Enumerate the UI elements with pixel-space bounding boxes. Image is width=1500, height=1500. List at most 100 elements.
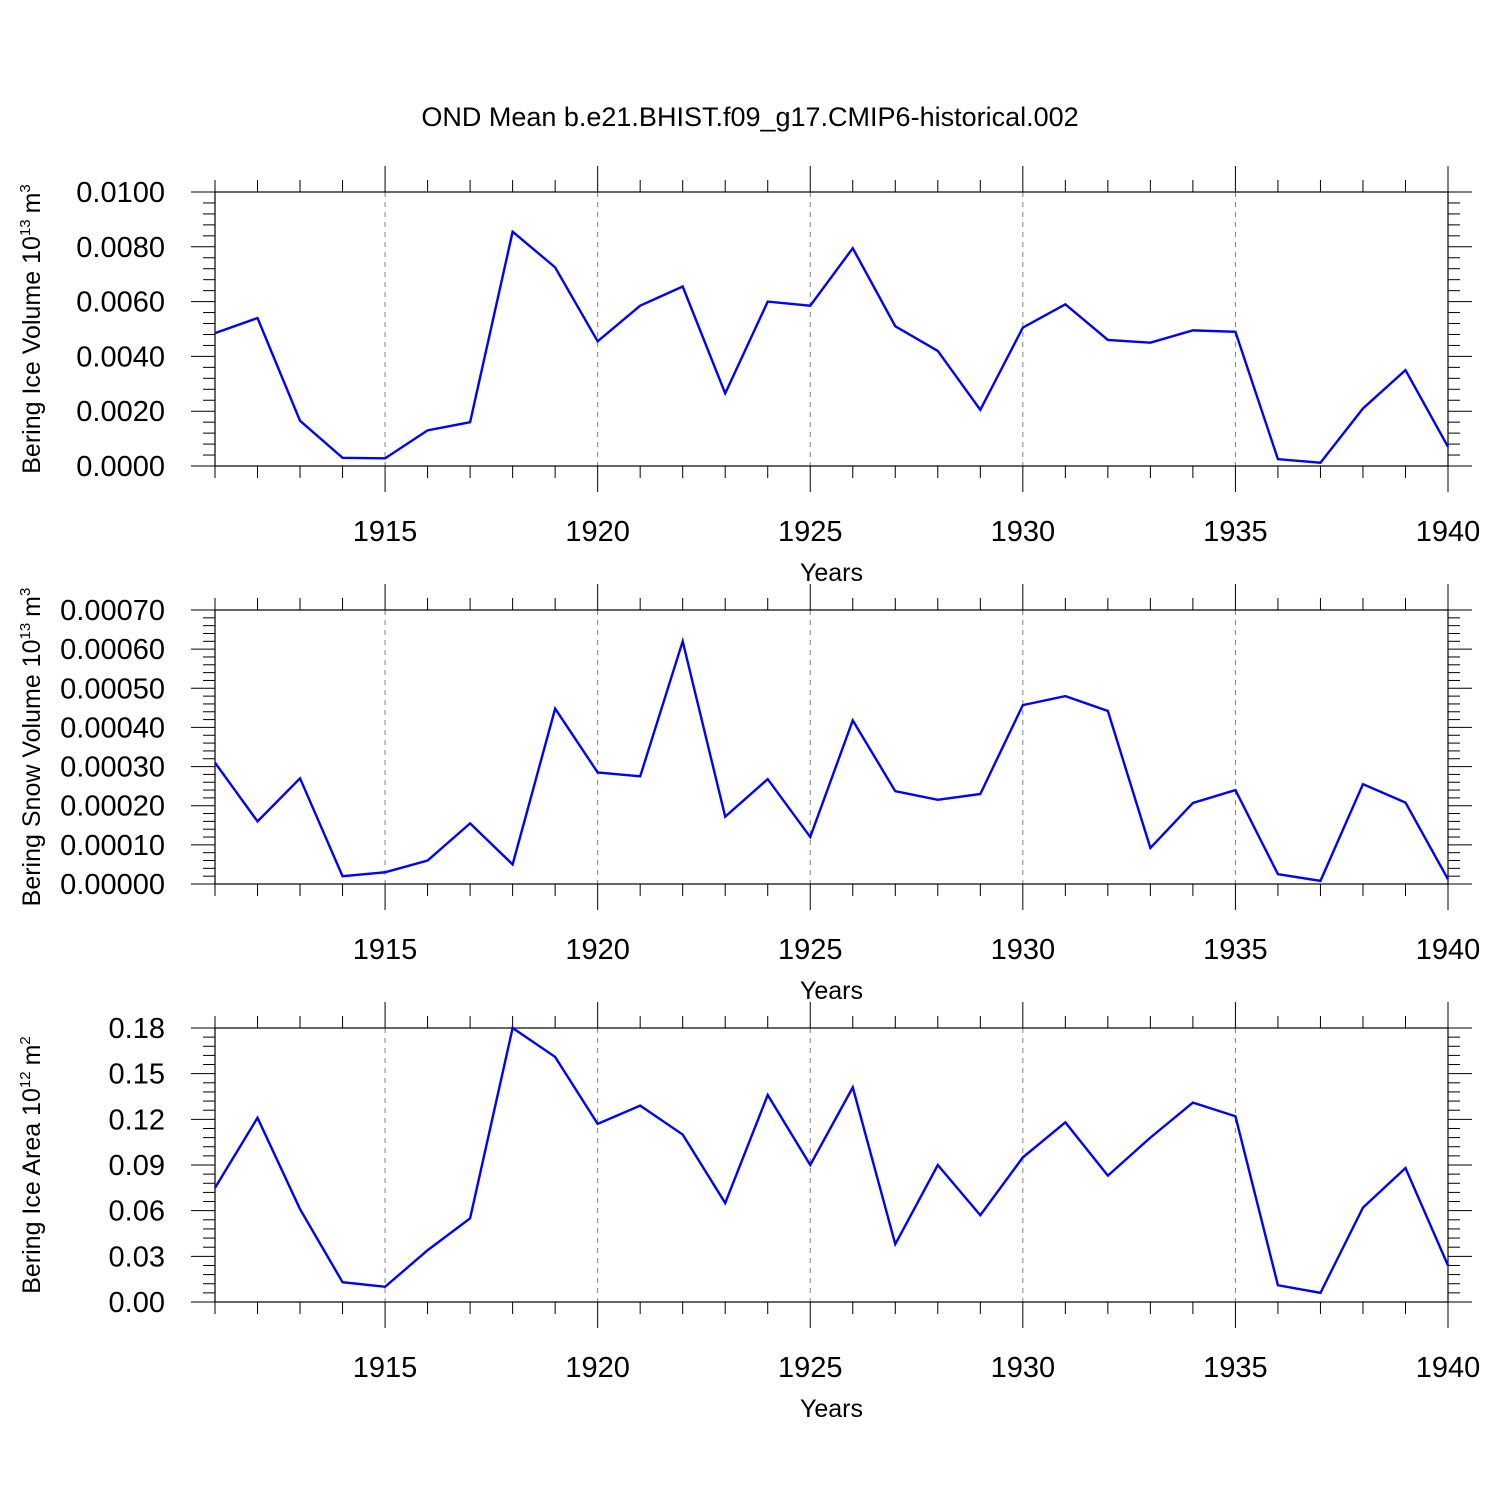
- x-tick-label: 1915: [353, 934, 418, 966]
- data-point: [936, 1163, 940, 1167]
- y-axis-label-unit: m: [18, 1045, 46, 1066]
- y-axis-label-unit: m: [18, 596, 46, 617]
- y-tick-label: 0.00060: [60, 634, 165, 666]
- data-point: [511, 1026, 515, 1030]
- chart-panel-1: 0.0000 0.0020 0.0040 0.0060 0.0080 0.0100 1915…: [17, 166, 1480, 587]
- data-point: [893, 789, 897, 793]
- series-line: [213, 1026, 1450, 1295]
- data-point: [893, 1242, 897, 1246]
- y-tick-label: 0.06: [109, 1196, 165, 1228]
- data-point: [1233, 788, 1237, 792]
- data-point: [596, 1122, 600, 1126]
- data-point: [638, 304, 642, 308]
- x-tick-label: 1930: [991, 1352, 1056, 1384]
- data-point: [978, 408, 982, 412]
- data-point: [808, 1163, 812, 1167]
- y-axis-label: Bering Ice Area 1012 m2: [17, 1036, 46, 1294]
- y-tick-label: 0.15: [109, 1059, 165, 1091]
- data-point: [553, 1055, 557, 1059]
- y-axis-label-exponent: 12: [17, 1071, 34, 1088]
- x-tick-label: 1915: [353, 516, 418, 548]
- data-point: [1148, 1136, 1152, 1140]
- data-point: [1106, 1174, 1110, 1178]
- data-point: [213, 331, 217, 335]
- x-tick-label: 1925: [778, 516, 843, 548]
- data-point: [681, 639, 685, 643]
- y-tick-label: 0.03: [109, 1241, 165, 1273]
- series-line: [214, 229, 1450, 464]
- y-tick-label: 0.0000: [76, 451, 165, 483]
- x-tick-label: 1935: [1203, 934, 1268, 966]
- figure-title: OND Mean b.e21.BHIST.f09_g17.CMIP6-histo…: [421, 102, 1078, 132]
- y-tick-label: 0.00010: [60, 830, 165, 862]
- y-axis-label-unit-exponent: 2: [17, 1036, 34, 1044]
- y-axis-label-unit-exponent: 3: [17, 588, 34, 596]
- data-point: [1021, 1155, 1025, 1159]
- x-tick-label: 1930: [991, 934, 1056, 966]
- data-point: [298, 1207, 302, 1211]
- data-point: [426, 859, 430, 863]
- data-point: [638, 1104, 642, 1108]
- data-point: [681, 1133, 685, 1137]
- data-point: [1276, 457, 1280, 461]
- data-point: [468, 1216, 472, 1220]
- y-tick-label: 0.0080: [76, 232, 165, 264]
- y-axis-label-unit-exponent: 3: [17, 184, 34, 192]
- data-point: [1361, 406, 1365, 410]
- data-point: [426, 1248, 430, 1252]
- data-point: [383, 870, 387, 874]
- data-point: [638, 774, 642, 778]
- x-tick-label: 1940: [1416, 516, 1481, 548]
- y-axis-label-unit: m: [18, 193, 46, 214]
- data-point: [978, 792, 982, 796]
- data-point: [1361, 782, 1365, 786]
- data-point: [1148, 341, 1152, 345]
- y-tick-label: 0.00070: [60, 595, 165, 627]
- data-point: [723, 815, 727, 819]
- data-point: [1403, 801, 1407, 805]
- data-point: [468, 420, 472, 424]
- x-tick-label: 1915: [353, 1352, 418, 1384]
- data-point: [1148, 846, 1152, 850]
- data-point: [1233, 330, 1237, 334]
- chart-panel-2: 0.00000 0.00010 0.00020 0.00030 0.00040 0.000…: [17, 584, 1480, 1005]
- data-point: [256, 819, 260, 823]
- data-point: [766, 1093, 770, 1097]
- x-tick-label: 1920: [565, 516, 630, 548]
- data-point: [383, 1285, 387, 1289]
- x-tick-label: 1940: [1416, 1352, 1481, 1384]
- data-point: [851, 246, 855, 250]
- y-tick-label: 0.00050: [60, 673, 165, 705]
- data-point: [511, 230, 515, 234]
- data-point: [851, 1085, 855, 1089]
- y-tick-label: 0.09: [109, 1150, 165, 1182]
- data-point: [1063, 302, 1067, 306]
- data-point: [596, 339, 600, 343]
- x-tick-label: 1935: [1203, 1352, 1268, 1384]
- data-point: [1191, 1101, 1195, 1105]
- data-point: [1021, 703, 1025, 707]
- y-axis-label-exponent: 13: [17, 219, 34, 236]
- x-tick-label: 1925: [778, 934, 843, 966]
- data-point: [1276, 872, 1280, 876]
- data-point: [1446, 877, 1450, 881]
- plot-frame: [214, 609, 1449, 885]
- data-point: [1318, 1291, 1322, 1295]
- data-point: [298, 776, 302, 780]
- y-axis-label-main: Bering Ice Area 10: [18, 1088, 46, 1294]
- data-point: [1318, 461, 1322, 465]
- y-tick-label: 0.0100: [76, 177, 165, 209]
- y-tick-label: 0.18: [109, 1013, 165, 1045]
- data-point: [468, 821, 472, 825]
- y-tick-label: 0.00: [109, 1287, 165, 1319]
- data-point: [553, 265, 557, 269]
- data-point: [936, 798, 940, 802]
- data-point: [298, 419, 302, 423]
- data-point: [1191, 801, 1195, 805]
- y-tick-label: 0.00030: [60, 752, 165, 784]
- x-tick-label: 1940: [1416, 934, 1481, 966]
- y-tick-label: 0.00040: [60, 712, 165, 744]
- data-point: [766, 300, 770, 304]
- data-point: [723, 391, 727, 395]
- data-point: [1021, 326, 1025, 330]
